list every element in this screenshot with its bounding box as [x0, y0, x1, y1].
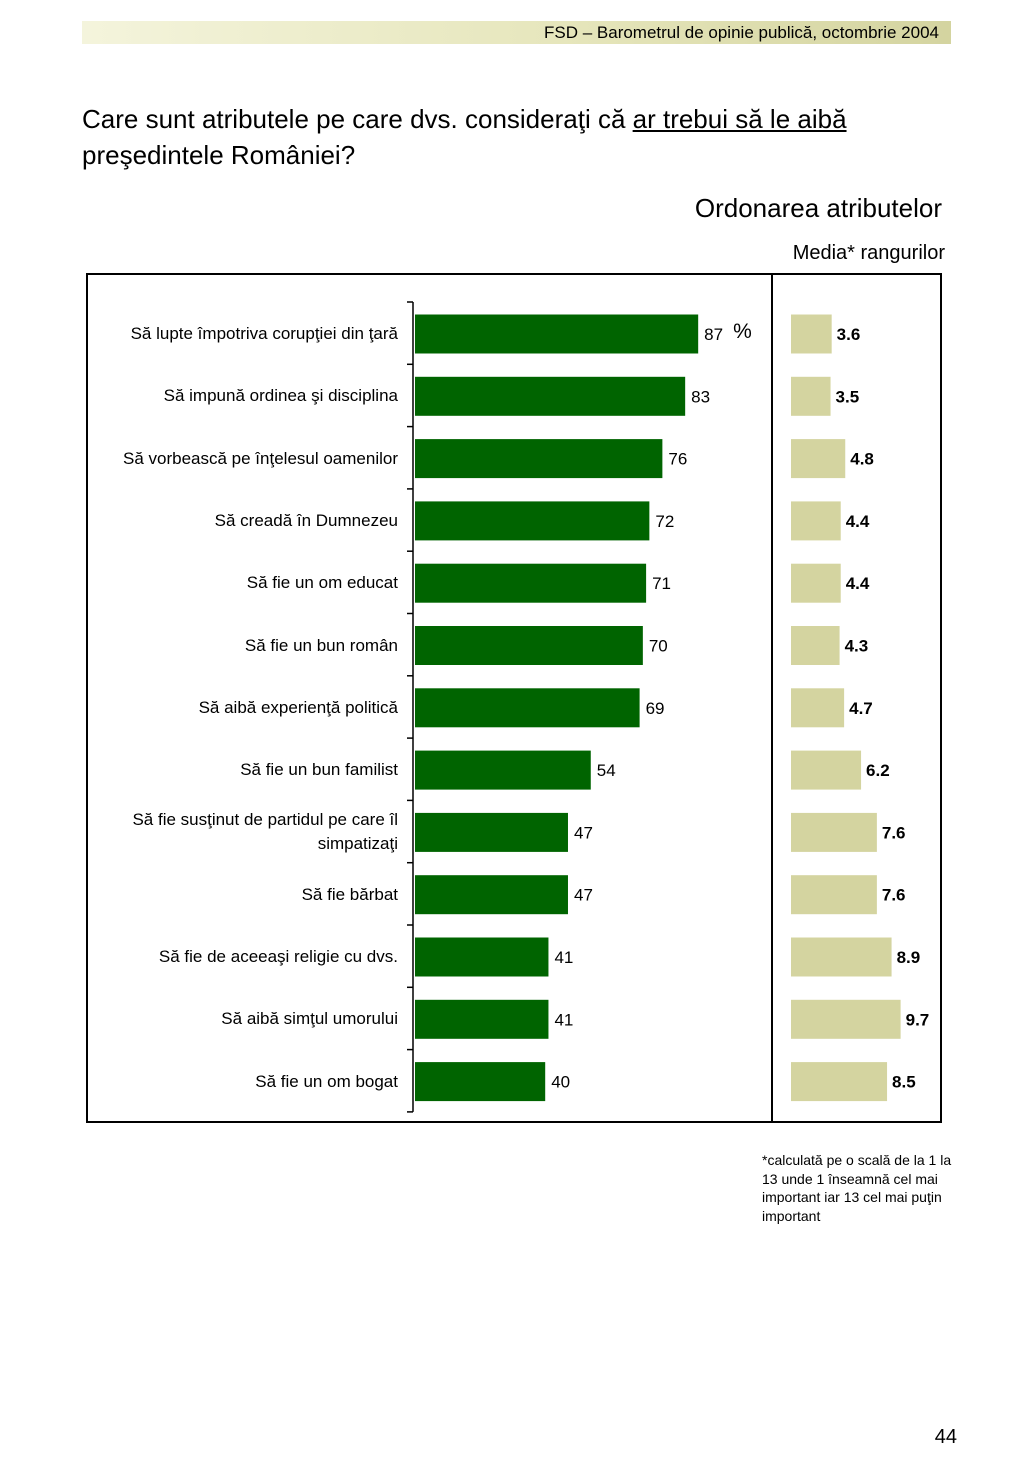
- rank-bar: [791, 314, 832, 354]
- percent-value-label: 76: [668, 450, 687, 469]
- rank-value-label: 4.4: [846, 574, 870, 593]
- rank-value-label: 8.5: [892, 1073, 916, 1092]
- question-underlined: ar trebui să le aibă: [632, 104, 847, 134]
- rank-bar: [791, 501, 841, 541]
- percent-value-label: 41: [554, 948, 573, 967]
- question-part1: Care sunt atributele pe care dvs. consid…: [82, 104, 633, 134]
- percent-bar: [415, 563, 647, 603]
- percent-value-label: 83: [691, 387, 710, 406]
- percent-bar: [415, 1062, 546, 1102]
- percent-bar: [415, 626, 643, 665]
- ranks-subtitle: Media* rangurilor: [792, 242, 945, 264]
- rank-value-label: 9.7: [906, 1010, 930, 1029]
- percent-value-label: 87: [704, 325, 723, 344]
- percent-bar: [415, 812, 568, 852]
- percent-value-label: 47: [574, 823, 593, 842]
- rank-bar: [791, 812, 877, 852]
- percent-bar: [415, 314, 699, 354]
- percent-bar: [415, 999, 549, 1039]
- percent-unit-label: %: [733, 320, 752, 343]
- rank-bar: [791, 626, 840, 665]
- header-text: FSD – Barometrul de opinie publică, octo…: [544, 23, 939, 42]
- rank-bar: [791, 563, 841, 603]
- rank-value-label: 6.2: [866, 761, 890, 780]
- rank-value-label: 8.9: [897, 948, 921, 967]
- category-label: Să fie un bun familist: [240, 760, 398, 780]
- rank-bar: [791, 439, 846, 479]
- percent-value-label: 72: [655, 512, 674, 531]
- percent-bar: [415, 439, 663, 479]
- rank-bar: [791, 999, 901, 1039]
- footnote: *calculată pe o scală de la 1 la 13 unde…: [762, 1152, 952, 1224]
- rank-value-label: 4.8: [850, 450, 874, 469]
- percent-value-label: 40: [551, 1073, 570, 1092]
- rank-value-label: 7.6: [882, 886, 906, 905]
- rank-bar: [791, 376, 831, 416]
- category-label: Să aibă simţul umorului: [221, 1009, 398, 1029]
- category-label: Să fie un om educat: [246, 573, 398, 593]
- percent-bar: [415, 501, 650, 541]
- category-label: Să vorbească pe înţelesul oamenilor: [123, 448, 398, 468]
- percent-bar: [415, 937, 549, 977]
- question-title: Care sunt atributele pe care dvs. consid…: [82, 101, 942, 173]
- percent-bar: [415, 688, 640, 728]
- chart-subtitle: Ordonarea atributelor: [694, 193, 942, 223]
- rank-bar: [791, 1062, 888, 1102]
- page-number: 44: [934, 1426, 957, 1448]
- percent-bar: [415, 376, 686, 416]
- rank-value-label: 4.7: [849, 699, 873, 718]
- chart-frame: [86, 273, 942, 1123]
- category-label: Să creadă în Dumnezeu: [214, 510, 398, 530]
- rank-bar: [791, 750, 862, 790]
- bar-chart: 87% 3.6 83 3.5 76 4.8 72 4.4 71 4.4 70 4.3 69 4.7 54 6.…: [407, 274, 930, 1122]
- percent-value-label: 41: [554, 1010, 573, 1029]
- percent-bar: [415, 875, 568, 915]
- rank-bar: [791, 937, 892, 977]
- percent-value-label: 54: [597, 761, 616, 780]
- rank-bar: [791, 688, 845, 728]
- category-label: Să aibă experienţă politică: [198, 697, 398, 717]
- rank-value-label: 7.6: [882, 823, 906, 842]
- percent-value-label: 47: [574, 886, 593, 905]
- category-label: Să fie bărbat: [301, 884, 398, 904]
- rank-value-label: 3.6: [837, 325, 861, 344]
- category-label: Să impună ordinea şi disciplina: [163, 386, 398, 406]
- category-label: Să fie de aceeaşi religie cu dvs.: [158, 947, 398, 966]
- rank-value-label: 3.5: [836, 387, 860, 406]
- category-label: Să fie susţinut de partidul pe care îl s…: [132, 810, 398, 854]
- percent-bar: [415, 750, 591, 790]
- category-label: Să lupte împotriva corupţiei din ţară: [130, 324, 398, 343]
- percent-value-label: 71: [652, 574, 671, 593]
- rank-value-label: 4.3: [845, 637, 869, 656]
- rank-value-label: 4.4: [846, 512, 870, 531]
- percent-value-label: 69: [646, 699, 665, 718]
- category-label: Să fie un om bogat: [255, 1071, 398, 1091]
- rank-bar: [791, 875, 877, 915]
- category-label: Să fie un bun român: [244, 635, 398, 655]
- question-part2: preşedintele României?: [82, 140, 356, 170]
- header-band: FSD – Barometrul de opinie publică, octo…: [82, 21, 951, 44]
- percent-value-label: 70: [649, 637, 668, 656]
